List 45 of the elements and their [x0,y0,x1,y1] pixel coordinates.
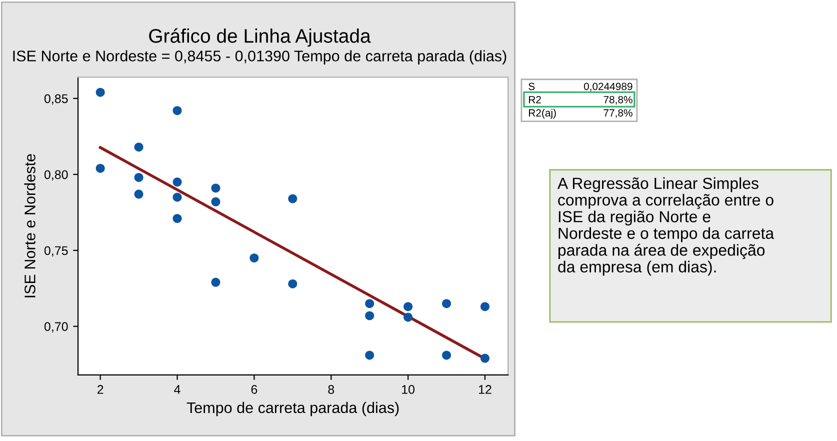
point [211,278,220,287]
text: S [528,82,535,90]
text: A Regressão Linear Simples comprova a correlação entre o ISE da região Norte e Nordeste e o tempo da carreta parada na área de expedição da empresa (em dias). [557,177,774,276]
point [172,192,182,202]
text: 77,8% [604,109,632,118]
x-tick-label: 10 [402,385,415,394]
point [211,184,220,193]
point [250,253,259,262]
y-tick-label: 0,80 [44,170,68,181]
point [288,279,298,288]
point [404,302,413,312]
point [172,178,182,187]
text: 0,0244989 [584,82,632,92]
point [480,302,490,312]
y-tick-label: 0,85 [44,94,68,105]
point [211,197,220,206]
text: R2(aj) [529,108,556,119]
x-tick-label: 8 [328,385,334,394]
point [96,164,105,173]
y-axis-title: ISE Norte e Nordeste [24,154,36,298]
x-tick-label: 12 [478,385,492,394]
point [134,142,144,152]
chart-title: Gráfico de Linha Ajustada [149,28,371,47]
x-tick-label: 6 [251,385,258,394]
point [404,312,413,322]
text: 78,8% [604,96,632,105]
point [480,354,490,363]
point [365,311,374,320]
point [365,350,374,360]
point [134,172,144,182]
point [172,214,182,223]
point [172,106,182,116]
text: R2 [529,96,541,104]
point [365,299,374,308]
point [442,350,452,360]
point [134,190,144,199]
x-axis-title: Tempo de carreta parada (dias) [186,402,399,416]
x-tick-label: 4 [174,385,180,394]
point [442,299,452,308]
y-tick-label: 0,75 [44,246,68,257]
point [288,194,298,204]
y-tick-label: 0,70 [44,322,68,332]
chart-subtitle: ISE Norte e Nordeste = 0,8455 - 0,01390 Tempo de carreta parada (dias) [13,50,506,64]
point [96,88,105,97]
x-tick-label: 2 [97,385,104,394]
